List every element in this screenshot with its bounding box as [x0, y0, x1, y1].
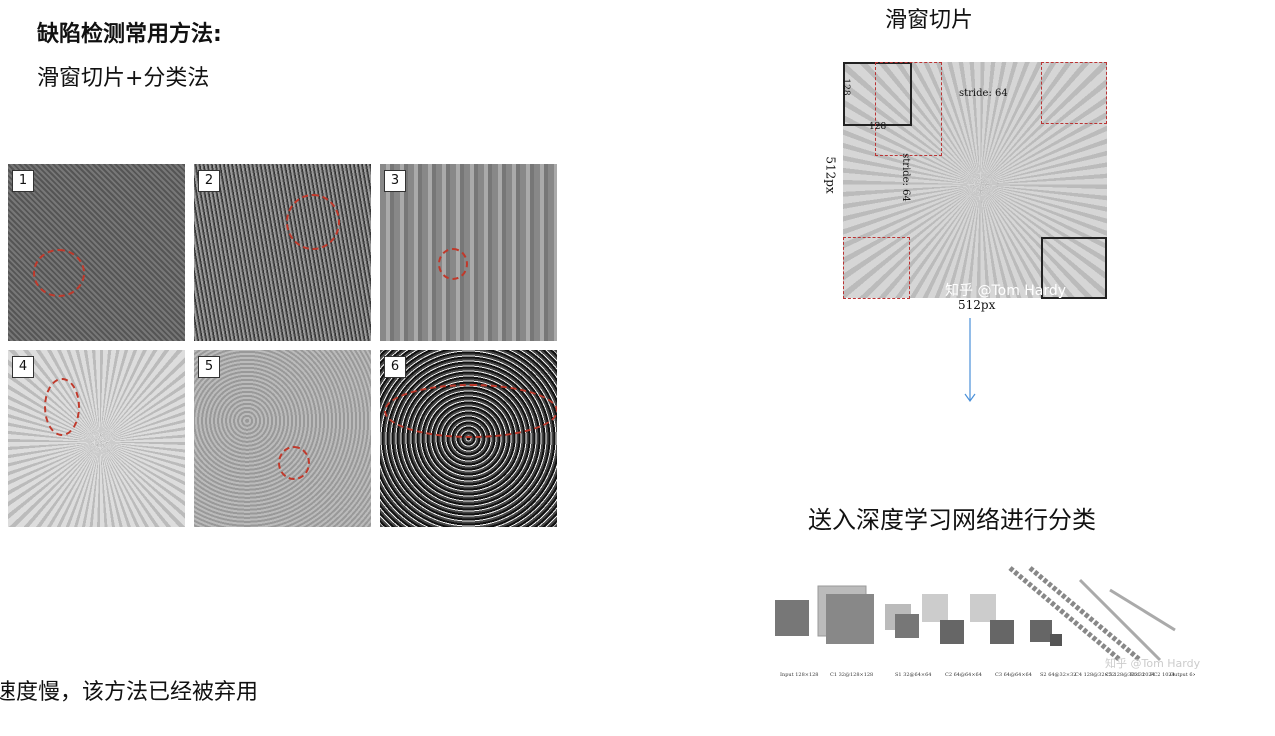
watermark: 知乎 @Tom Hardy [1105, 657, 1201, 670]
title: 缺陷检测常用方法: [37, 22, 222, 47]
sample-image: 3 [380, 164, 557, 341]
sample-image: 2 [194, 164, 371, 341]
layer-label: C4 128@32×32 [1075, 671, 1115, 678]
watermark: 知乎 @Tom Hardy [945, 283, 1067, 299]
sample-image: 5 [194, 350, 371, 527]
image-number: 6 [384, 356, 406, 378]
image-number: 2 [198, 170, 220, 192]
layer-label: C3 64@64×64 [995, 671, 1032, 678]
subtitle: 滑窗切片+分类法 [37, 66, 210, 91]
image-number: 1 [12, 170, 34, 192]
arrow [964, 318, 976, 403]
caption: 送入深度学习网络进行分类 [808, 506, 1096, 534]
layer-label: S2 64@32×32 [1040, 671, 1076, 678]
bottom-label: 512px [958, 298, 996, 312]
layer-label: C5 128@32×32 [1105, 671, 1145, 678]
layer-label: C2 64@64×64 [945, 671, 982, 678]
sample-image: 6 [380, 350, 557, 527]
image-number: 3 [384, 170, 406, 192]
sliding-window-diagram: stride: 64 128 128 stride: 64 知乎 @Tom Ha… [840, 62, 1107, 299]
note: 速度慢，该方法已经被弃用 [0, 680, 259, 705]
image-number: 4 [12, 356, 34, 378]
layer-label: Input 128×128 [780, 672, 819, 678]
window-label: 128 [840, 78, 851, 96]
side-label: 512px [823, 156, 838, 194]
stride-label: stride: 64 [959, 88, 1008, 99]
stride-label: stride: 64 [899, 153, 911, 202]
layer-label: S1 32@64×64 [895, 671, 931, 678]
layer-label: C1 32@128×128 [830, 671, 873, 678]
layer-label: FC1 1024 [1130, 672, 1155, 678]
sample-image: 1 [8, 164, 185, 341]
layer-label: Output 6×2 [1170, 672, 1195, 678]
sample-image: 4 [8, 350, 185, 527]
layer-label: FC2 1024 [1150, 672, 1175, 678]
image-number: 5 [198, 356, 220, 378]
right-title: 滑窗切片 [885, 8, 974, 33]
window-label: 128 [869, 122, 887, 132]
network-diagram: Input 128×128 C1 32@128×128 S1 32@64×64 C2 … [775, 566, 1195, 678]
